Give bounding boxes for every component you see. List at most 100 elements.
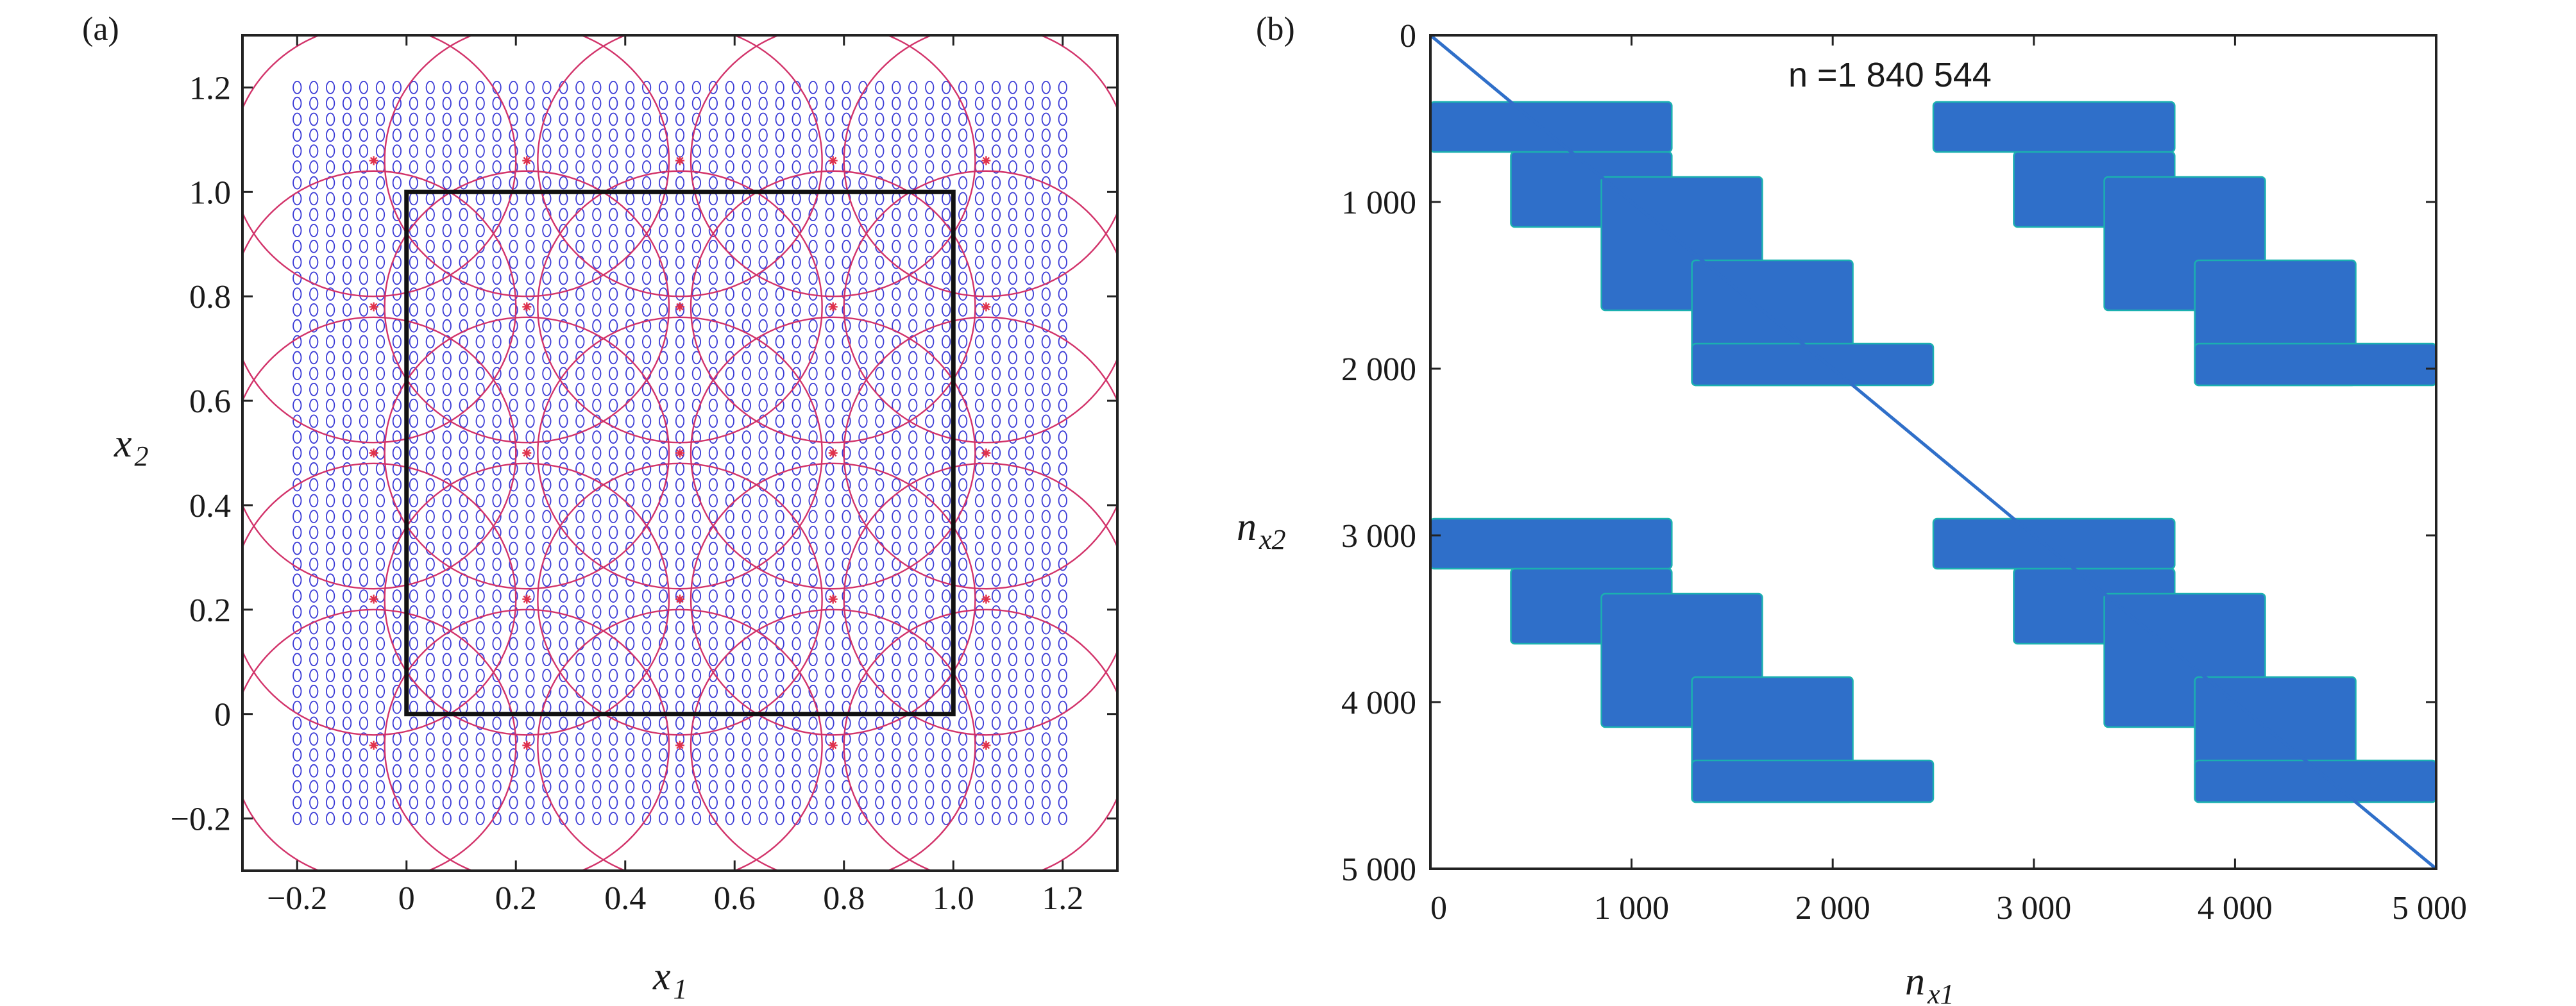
node-marker [641,684,652,698]
node-marker [409,80,419,94]
node-marker [459,764,468,778]
node-marker [708,526,718,539]
node-marker [509,589,518,603]
nonzero-block [1932,101,2176,153]
node-marker [1058,812,1067,825]
node-marker [475,96,485,110]
node-marker [991,398,1001,412]
node-marker [359,303,369,317]
node-marker [592,621,602,635]
node-marker [575,224,585,237]
node-marker [875,589,885,603]
node-marker [775,96,784,110]
node-marker [675,478,685,492]
node-marker [808,716,818,730]
node-marker [925,80,935,94]
node-marker [842,669,851,682]
node-marker [792,637,801,651]
node-marker [858,208,868,222]
node-marker [758,748,768,762]
node-marker [459,780,468,794]
node-marker [425,112,435,126]
node-marker [359,510,369,523]
node-marker [325,224,335,237]
node-marker [925,271,935,285]
node-marker [442,430,452,444]
node-marker [991,128,1001,142]
node-marker [741,430,751,444]
node-marker [1024,239,1035,253]
node-marker [641,557,652,571]
node-marker [1041,494,1051,508]
node-marker [392,716,402,730]
node-marker [641,367,652,380]
node-marker [409,414,419,428]
node-marker [292,716,302,730]
node-marker [1008,255,1018,269]
node-marker [792,573,801,587]
node-marker [741,96,751,110]
node-marker [425,192,435,206]
node-marker [792,732,801,746]
node-marker [325,319,335,333]
center-marker [981,156,991,165]
node-marker [459,112,468,126]
node-marker [892,510,901,523]
node-marker [425,160,435,174]
node-marker [309,383,319,396]
node-marker [875,557,885,571]
node-marker [725,700,734,714]
node-marker [559,287,568,301]
node-marker [475,684,485,698]
node-marker [942,335,951,349]
node-marker [425,716,435,730]
node-marker [592,462,602,476]
node-marker [875,780,885,794]
node-marker [559,716,568,730]
y-tick-label: 0 [1400,18,1416,54]
node-marker [309,796,319,810]
node-marker [1024,287,1035,301]
node-marker [908,812,918,825]
node-marker [309,96,319,110]
node-marker [392,573,402,587]
node-marker [675,383,685,396]
node-marker [325,367,335,380]
node-marker [1008,160,1018,174]
node-marker [1008,303,1018,317]
node-marker [1008,96,1018,110]
center-marker [369,302,378,312]
node-marker [592,351,602,365]
node-marker [758,478,768,492]
node-marker [808,319,818,333]
node-marker [292,573,302,587]
node-marker [1024,510,1035,523]
node-marker [392,812,402,825]
node-marker [775,80,784,94]
node-marker [1024,319,1035,333]
node-marker [592,367,602,380]
node-marker [741,224,751,237]
node-marker [542,319,552,333]
node-marker [359,494,369,508]
node-marker [492,478,502,492]
node-marker [575,780,585,794]
node-marker [1058,764,1067,778]
node-marker [942,510,951,523]
node-marker [725,573,734,587]
node-marker [775,446,784,460]
node-marker [842,684,851,698]
node-marker [575,160,585,174]
node-marker [409,796,419,810]
node-marker [659,732,668,746]
node-marker [475,224,485,237]
node-marker [892,796,901,810]
node-marker [425,812,435,825]
node-marker [958,700,968,714]
node-marker [741,812,751,825]
node-marker [925,128,935,142]
node-marker [575,796,585,810]
node-marker [625,128,635,142]
node-marker [858,192,868,206]
node-marker [925,796,935,810]
